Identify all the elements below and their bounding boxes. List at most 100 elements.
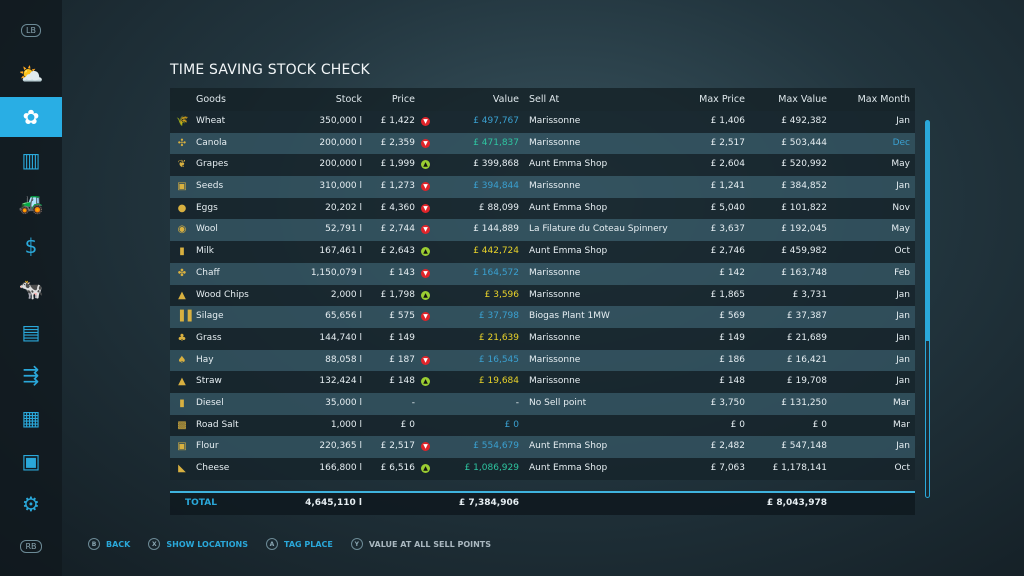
trend-up-icon: ▲ [421, 160, 430, 170]
goods-name: Cheese [196, 463, 230, 473]
lb-button[interactable]: LB [0, 10, 62, 50]
sidebar-item-settings[interactable]: ⚙ [0, 484, 62, 524]
sidebar-item-finances[interactable]: $ [0, 226, 62, 266]
sell-at: Biogas Plant 1MW [529, 311, 610, 322]
sidebar-item-contracts[interactable]: ▤ [0, 312, 62, 352]
goods-name: Road Salt [196, 419, 239, 430]
sidebar-item-production[interactable]: ⇶ [0, 355, 62, 395]
action-label: SHOW LOCATIONS [166, 539, 248, 549]
goods-name: Seeds [196, 181, 224, 192]
table-row[interactable]: ▮ Milk 167,461 l £ 2,643 ▲ £ 442,724 Aunt… [170, 241, 915, 263]
value: £ 3,596 [484, 289, 519, 300]
trend-down-icon: ▼ [421, 138, 430, 148]
tag-place-button[interactable]: A TAG PLACE [265, 538, 333, 550]
stock: 167,461 l [319, 246, 362, 257]
sidebar-item-help[interactable]: ▣ [0, 441, 62, 481]
show-locations-button[interactable]: X SHOW LOCATIONS [148, 538, 248, 550]
header-sell-at[interactable]: Sell At [529, 94, 560, 105]
sidebar-item-weather[interactable]: ⛅ [0, 54, 62, 94]
max-price: £ 149 [719, 332, 745, 343]
header-max-price[interactable]: Max Price [699, 94, 745, 105]
table-row[interactable]: ♠ Hay 88,058 l £ 187 ▼ £ 16,545 Marissonn… [170, 349, 915, 372]
back-button[interactable]: B BACK [88, 538, 130, 550]
trend-up-icon: ▲ [421, 464, 430, 473]
table-row[interactable]: ✤ Chaff 1,150,079 l £ 143 ▼ £ 164,572 Mar… [170, 262, 915, 285]
header-price[interactable]: Price [391, 94, 415, 105]
table-row[interactable]: ♣ Grass 144,740 l £ 149 £ 21,639 Marisso… [170, 327, 915, 350]
price: £ 149 [389, 332, 415, 343]
table-row[interactable]: ◉ Wool 52,791 l £ 2,744 ▼ £ 144,889 La Fi… [170, 219, 915, 242]
rb-button[interactable]: RB [0, 526, 62, 566]
trend-down-icon: ▼ [421, 442, 430, 452]
max-month: Jan [896, 441, 910, 452]
price: £ 143 [389, 267, 415, 278]
sidebar-item-animals[interactable]: 🐄 [0, 269, 62, 309]
weather-icon: ⛅ [18, 62, 44, 86]
max-month: Oct [894, 463, 910, 473]
header-goods[interactable]: Goods [196, 94, 226, 105]
table-header: Goods Stock Price Value Sell At Max Pric… [170, 88, 915, 111]
goods-name: Straw [196, 376, 222, 387]
trend-up-icon: ▲ [421, 290, 430, 300]
value: £ 0 [504, 419, 519, 430]
sidebar-item-storage[interactable]: ▦ [0, 398, 62, 438]
max-month: Jan [896, 332, 910, 343]
max-value: £ 547,148 [781, 441, 827, 452]
sell-at: Aunt Emma Shop [529, 202, 608, 213]
price: £ 1,798 [380, 289, 415, 300]
max-month: Jan [896, 311, 910, 322]
stock: 52,791 l [325, 224, 362, 235]
table-row[interactable]: ▣ Seeds 310,000 l £ 1,273 ▼ £ 394,844 Mar… [170, 176, 915, 198]
production-icon: ⇶ [22, 363, 40, 387]
table-row[interactable]: ▮ Diesel 35,000 l - - No Sell point £ 3,… [170, 392, 915, 415]
table-row[interactable]: 🌾 Wheat 350,000 l £ 1,422 ▼ £ 497,767 Mar… [170, 111, 915, 133]
max-price: £ 569 [719, 311, 745, 322]
table-row[interactable]: ▐▐ Silage 65,656 l £ 575 ▼ £ 37,798 Bioga… [170, 306, 915, 328]
trend-down-icon: ▼ [421, 225, 430, 235]
rb-label: RB [20, 539, 42, 553]
table-body[interactable]: 🌾 Wheat 350,000 l £ 1,422 ▼ £ 497,767 Mar… [170, 111, 915, 493]
scrollbar-thumb[interactable] [926, 121, 929, 341]
table-row[interactable]: ✣ Canola 200,000 l £ 2,359 ▼ £ 471,837 Ma… [170, 132, 915, 155]
header-max-value[interactable]: Max Value [778, 94, 827, 105]
header-max-month[interactable]: Max Month [857, 94, 910, 105]
eggs-icon: ● [177, 202, 187, 214]
sidebar-item-tractor[interactable]: 🚜 [0, 183, 62, 223]
sidebar-item-prices[interactable]: ✿ [0, 97, 62, 137]
max-price: £ 142 [719, 267, 745, 278]
table-row[interactable]: ❦ Grapes 200,000 l £ 1,999 ▲ £ 399,868 Au… [170, 154, 915, 177]
stock: 20,202 l [325, 202, 362, 213]
scrollbar[interactable] [925, 120, 930, 498]
header-stock[interactable]: Stock [335, 94, 362, 105]
price: - [411, 397, 415, 408]
stock: 220,365 l [319, 441, 362, 452]
table-row[interactable]: ◣ Cheese 166,800 l £ 6,516 ▲ £ 1,086,929 … [170, 458, 915, 480]
grass-icon: ♣ [177, 332, 187, 344]
sidebar-item-statistics[interactable]: ▥ [0, 140, 62, 180]
value: £ 399,868 [473, 159, 519, 170]
table-row[interactable]: ▣ Flour 220,365 l £ 2,517 ▼ £ 554,679 Aun… [170, 436, 915, 458]
price: £ 1,273 [380, 181, 415, 192]
header-value[interactable]: Value [492, 94, 519, 105]
max-month: Jan [896, 354, 910, 365]
value-at-all-sell-points-button[interactable]: Y VALUE AT ALL SELL POINTS [350, 538, 491, 550]
help-icon: ▣ [21, 449, 41, 473]
trend-down-icon: ▼ [421, 355, 430, 365]
cheese-icon: ◣ [178, 463, 186, 474]
value: - [515, 397, 519, 408]
table-row[interactable]: ▲ Straw 132,424 l £ 148 ▲ £ 19,684 Mariss… [170, 371, 915, 393]
table-row[interactable]: ● Eggs 20,202 l £ 4,360 ▼ £ 88,099 Aunt E… [170, 197, 915, 220]
gamepad-x-icon: X [148, 538, 161, 550]
sell-at: Marissonne [529, 137, 581, 148]
trend-down-icon: ▼ [421, 203, 430, 213]
max-month: May [891, 159, 910, 170]
table-row[interactable]: ▩ Road Salt 1,000 l £ 0 £ 0 £ 0 £ 0 Mar [170, 414, 915, 437]
gamepad-a-icon: A [265, 538, 278, 550]
table-row[interactable]: ▲ Wood Chips 2,000 l £ 1,798 ▲ £ 3,596 Ma… [170, 284, 915, 307]
total-row: TOTAL 4,645,110 l £ 7,384,906 £ 8,043,97… [170, 493, 915, 515]
max-month: Nov [892, 202, 910, 213]
goods-name: Diesel [196, 397, 224, 408]
max-price: £ 2,482 [710, 441, 745, 452]
max-value: £ 3,731 [792, 289, 827, 300]
sell-at: Aunt Emma Shop [529, 159, 608, 170]
